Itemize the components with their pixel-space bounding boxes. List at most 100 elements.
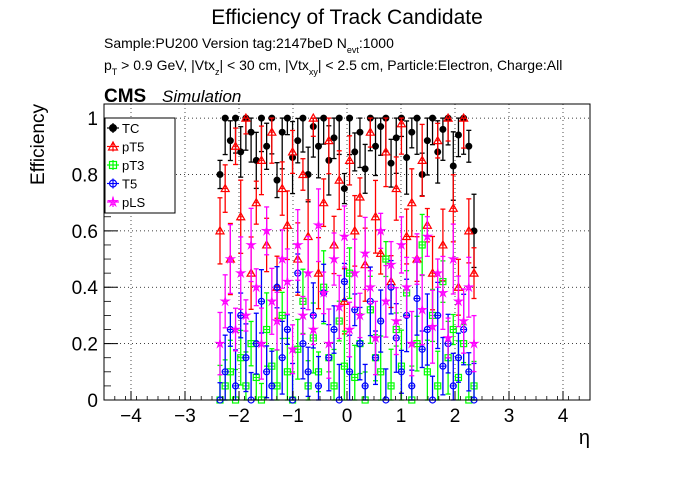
data-point [314,142,322,150]
y-tick-label: 1 [87,109,98,130]
data-point [313,267,324,277]
data-point [219,295,231,307]
data-point [247,128,255,136]
data-point [257,114,265,122]
data-point [400,281,413,293]
data-point [401,231,412,241]
data-point [351,373,359,382]
data-point [287,146,298,156]
info-line-1: Sample:PU200 Version tag:2147beD Nevt:10… [104,35,394,55]
data-point [434,311,442,320]
data-point [281,275,294,287]
data-point [291,238,304,250]
data-point [320,114,328,122]
info-line-2-part1: > 0.9 GeV, |Vtx [117,57,215,73]
data-point [465,142,473,150]
legend-label: pT5 [122,140,144,155]
data-point [458,112,469,122]
data-point [421,230,434,242]
data-point [317,286,330,298]
data-point [278,354,286,362]
data-point [443,112,454,122]
legend-item-pLS: pLS [106,195,145,210]
data-point [387,159,395,167]
legend-marker [108,179,118,188]
data-point [417,155,428,164]
data-point [297,169,308,179]
x-tick-label: −4 [120,406,142,427]
data-point [237,148,245,156]
legend-marker [106,195,120,208]
data-point [242,354,250,362]
info-line-1-suffix: :1000 [359,35,394,51]
data-point [375,248,386,258]
x-tick-label: −1 [282,406,304,427]
data-point [377,368,385,376]
data-point [299,340,307,348]
data-point [294,137,302,145]
data-point [449,325,457,334]
data-point [221,114,229,122]
data-series [214,112,480,404]
data-point [377,123,385,131]
data-point [354,309,366,321]
data-point [377,317,385,325]
y-axis-label: Efficiency [28,104,49,185]
data-point [349,225,360,235]
data-point [345,368,354,376]
y-tick-label: 0.6 [72,222,98,243]
data-point [449,162,457,170]
data-point [396,118,407,128]
data-point [330,134,338,142]
data-point [361,382,369,390]
data-point [411,252,423,264]
data-point [283,325,291,334]
y-tick-label: 0 [87,391,98,412]
data-point [431,266,444,279]
data-point [314,382,323,390]
data-point [454,131,462,139]
data-point [334,174,345,184]
data-point [463,225,474,235]
data-point [346,114,354,122]
x-tick-label: 0 [342,406,353,427]
info-line-2-part3: | < 2.5 cm, Particle:Electron, Charge:Al… [318,57,562,73]
data-point [448,203,459,212]
data-point [369,331,382,343]
data-point [268,382,276,390]
data-point [397,368,406,376]
data-point [214,225,226,235]
data-point [454,354,463,362]
data-point [406,337,418,349]
info-line-1-prefix: Sample:PU200 Version tag:2147beD N [104,35,347,51]
data-point [235,211,246,221]
data-point [257,297,266,305]
data-point [364,281,376,293]
data-point [245,238,257,250]
data-point [232,114,240,122]
data-point [299,114,307,122]
data-point [468,337,480,349]
data-point [387,382,395,390]
data-point [307,323,320,335]
info-line-1-sub: evt [347,45,360,55]
data-point [220,183,231,193]
data-point [297,309,309,321]
cms-label: CMS [104,86,146,107]
simulation-label: Simulation [162,87,241,106]
data-point [278,311,286,320]
data-point [468,267,480,277]
data-point [333,300,345,312]
data-point [365,126,376,136]
data-point [343,323,356,335]
legend-marker [108,160,118,170]
data-point [240,309,252,321]
data-point [413,114,421,122]
data-point [308,112,319,122]
data-point [323,337,335,349]
data-point [221,368,229,376]
data-point [382,255,390,263]
legend-marker [107,140,119,151]
